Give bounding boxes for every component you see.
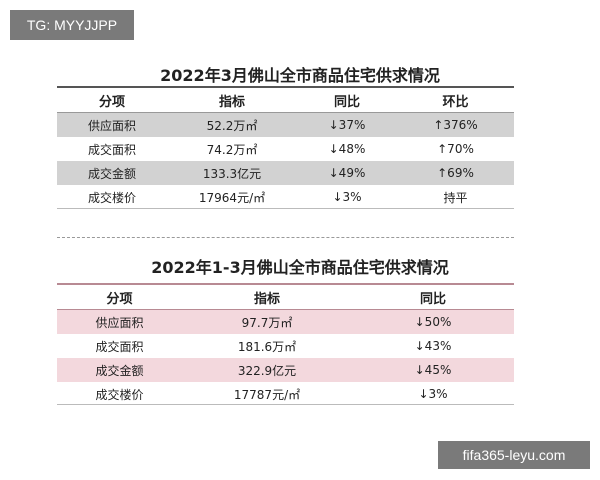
table-cell: ↓3% [418, 387, 448, 401]
table1-header-cell: 指标 [218, 94, 245, 110]
table-cell: 成交楼价 [95, 387, 144, 402]
table-row: 成交面积 74.2万㎡ ↓48% ↑70% [57, 137, 514, 161]
table2-header-cell: 指标 [253, 291, 280, 307]
table-cell: ↓43% [414, 339, 452, 353]
table-row: 成交楼价 17787元/㎡ ↓3% [57, 382, 514, 406]
table-row: 成交金额 322.9亿元 ↓45% [57, 358, 514, 382]
table-cell: 17787元/㎡ [233, 387, 301, 402]
table-cell: 181.6万㎡ [237, 339, 297, 354]
table-cell: ↓49% [328, 166, 366, 180]
table-cell: 供应面积 [87, 118, 136, 133]
table1-header-cell: 分项 [98, 94, 125, 110]
table-row: 成交楼价 17964元/㎡ ↓3% 持平 [57, 185, 514, 209]
table-cell: 成交金额 [95, 363, 144, 378]
table1: 分项 指标 同比 环比 供应面积 52.2万㎡ ↓37% ↑376% 成交面积 … [57, 86, 514, 209]
table-row: 成交面积 181.6万㎡ ↓43% [57, 334, 514, 358]
table-cell: 52.2万㎡ [206, 118, 258, 133]
table-cell: 17964元/㎡ [198, 190, 266, 205]
table2-header-row: 分项 指标 同比 [57, 283, 514, 310]
table2-title: 2022年1-3月佛山全市商品住宅供求情况 [151, 258, 449, 277]
table-cell: ↓37% [328, 118, 366, 132]
table1-header-cell: 环比 [442, 94, 469, 110]
table2-bottom-rule [57, 404, 514, 405]
table1-bottom-rule [57, 208, 514, 209]
site-badge: fifa365-leyu.com [438, 441, 590, 469]
table-cell: ↑69% [437, 166, 474, 180]
table-cell: ↓48% [328, 142, 366, 156]
table-row: 供应面积 52.2万㎡ ↓37% ↑376% [57, 113, 514, 137]
table-cell: 成交楼价 [87, 190, 136, 205]
table1-title: 2022年3月佛山全市商品住宅供求情况 [160, 66, 440, 85]
table-cell: ↓3% [332, 190, 362, 204]
table-cell: 成交面积 [95, 339, 144, 354]
table-cell: 322.9亿元 [237, 363, 297, 378]
table-cell: ↑376% [433, 118, 478, 132]
table-cell: 133.3亿元 [202, 166, 262, 181]
table-cell: 供应面积 [95, 315, 144, 330]
table-cell: ↓50% [414, 315, 452, 329]
table1-header-row: 分项 指标 同比 环比 [57, 86, 514, 113]
table2-header-cell: 同比 [419, 291, 446, 307]
table2: 分项 指标 同比 供应面积 97.7万㎡ ↓50% 成交面积 181.6万㎡ ↓… [57, 283, 514, 406]
table-cell: 74.2万㎡ [206, 142, 258, 157]
table-cell: 成交面积 [87, 142, 136, 157]
table2-header-cell: 分项 [106, 291, 133, 307]
tag-label: TG: MYYJJPP [10, 10, 134, 40]
section-divider [57, 237, 514, 238]
table1-header-cell: 同比 [333, 94, 360, 110]
table-cell: ↓45% [414, 363, 452, 377]
table-cell: 成交金额 [87, 166, 136, 181]
table-row: 供应面积 97.7万㎡ ↓50% [57, 310, 514, 334]
table-cell: 97.7万㎡ [241, 315, 293, 330]
table-cell: 持平 [443, 190, 468, 205]
table-row: 成交金额 133.3亿元 ↓49% ↑69% [57, 161, 514, 185]
table-cell: ↑70% [437, 142, 474, 156]
